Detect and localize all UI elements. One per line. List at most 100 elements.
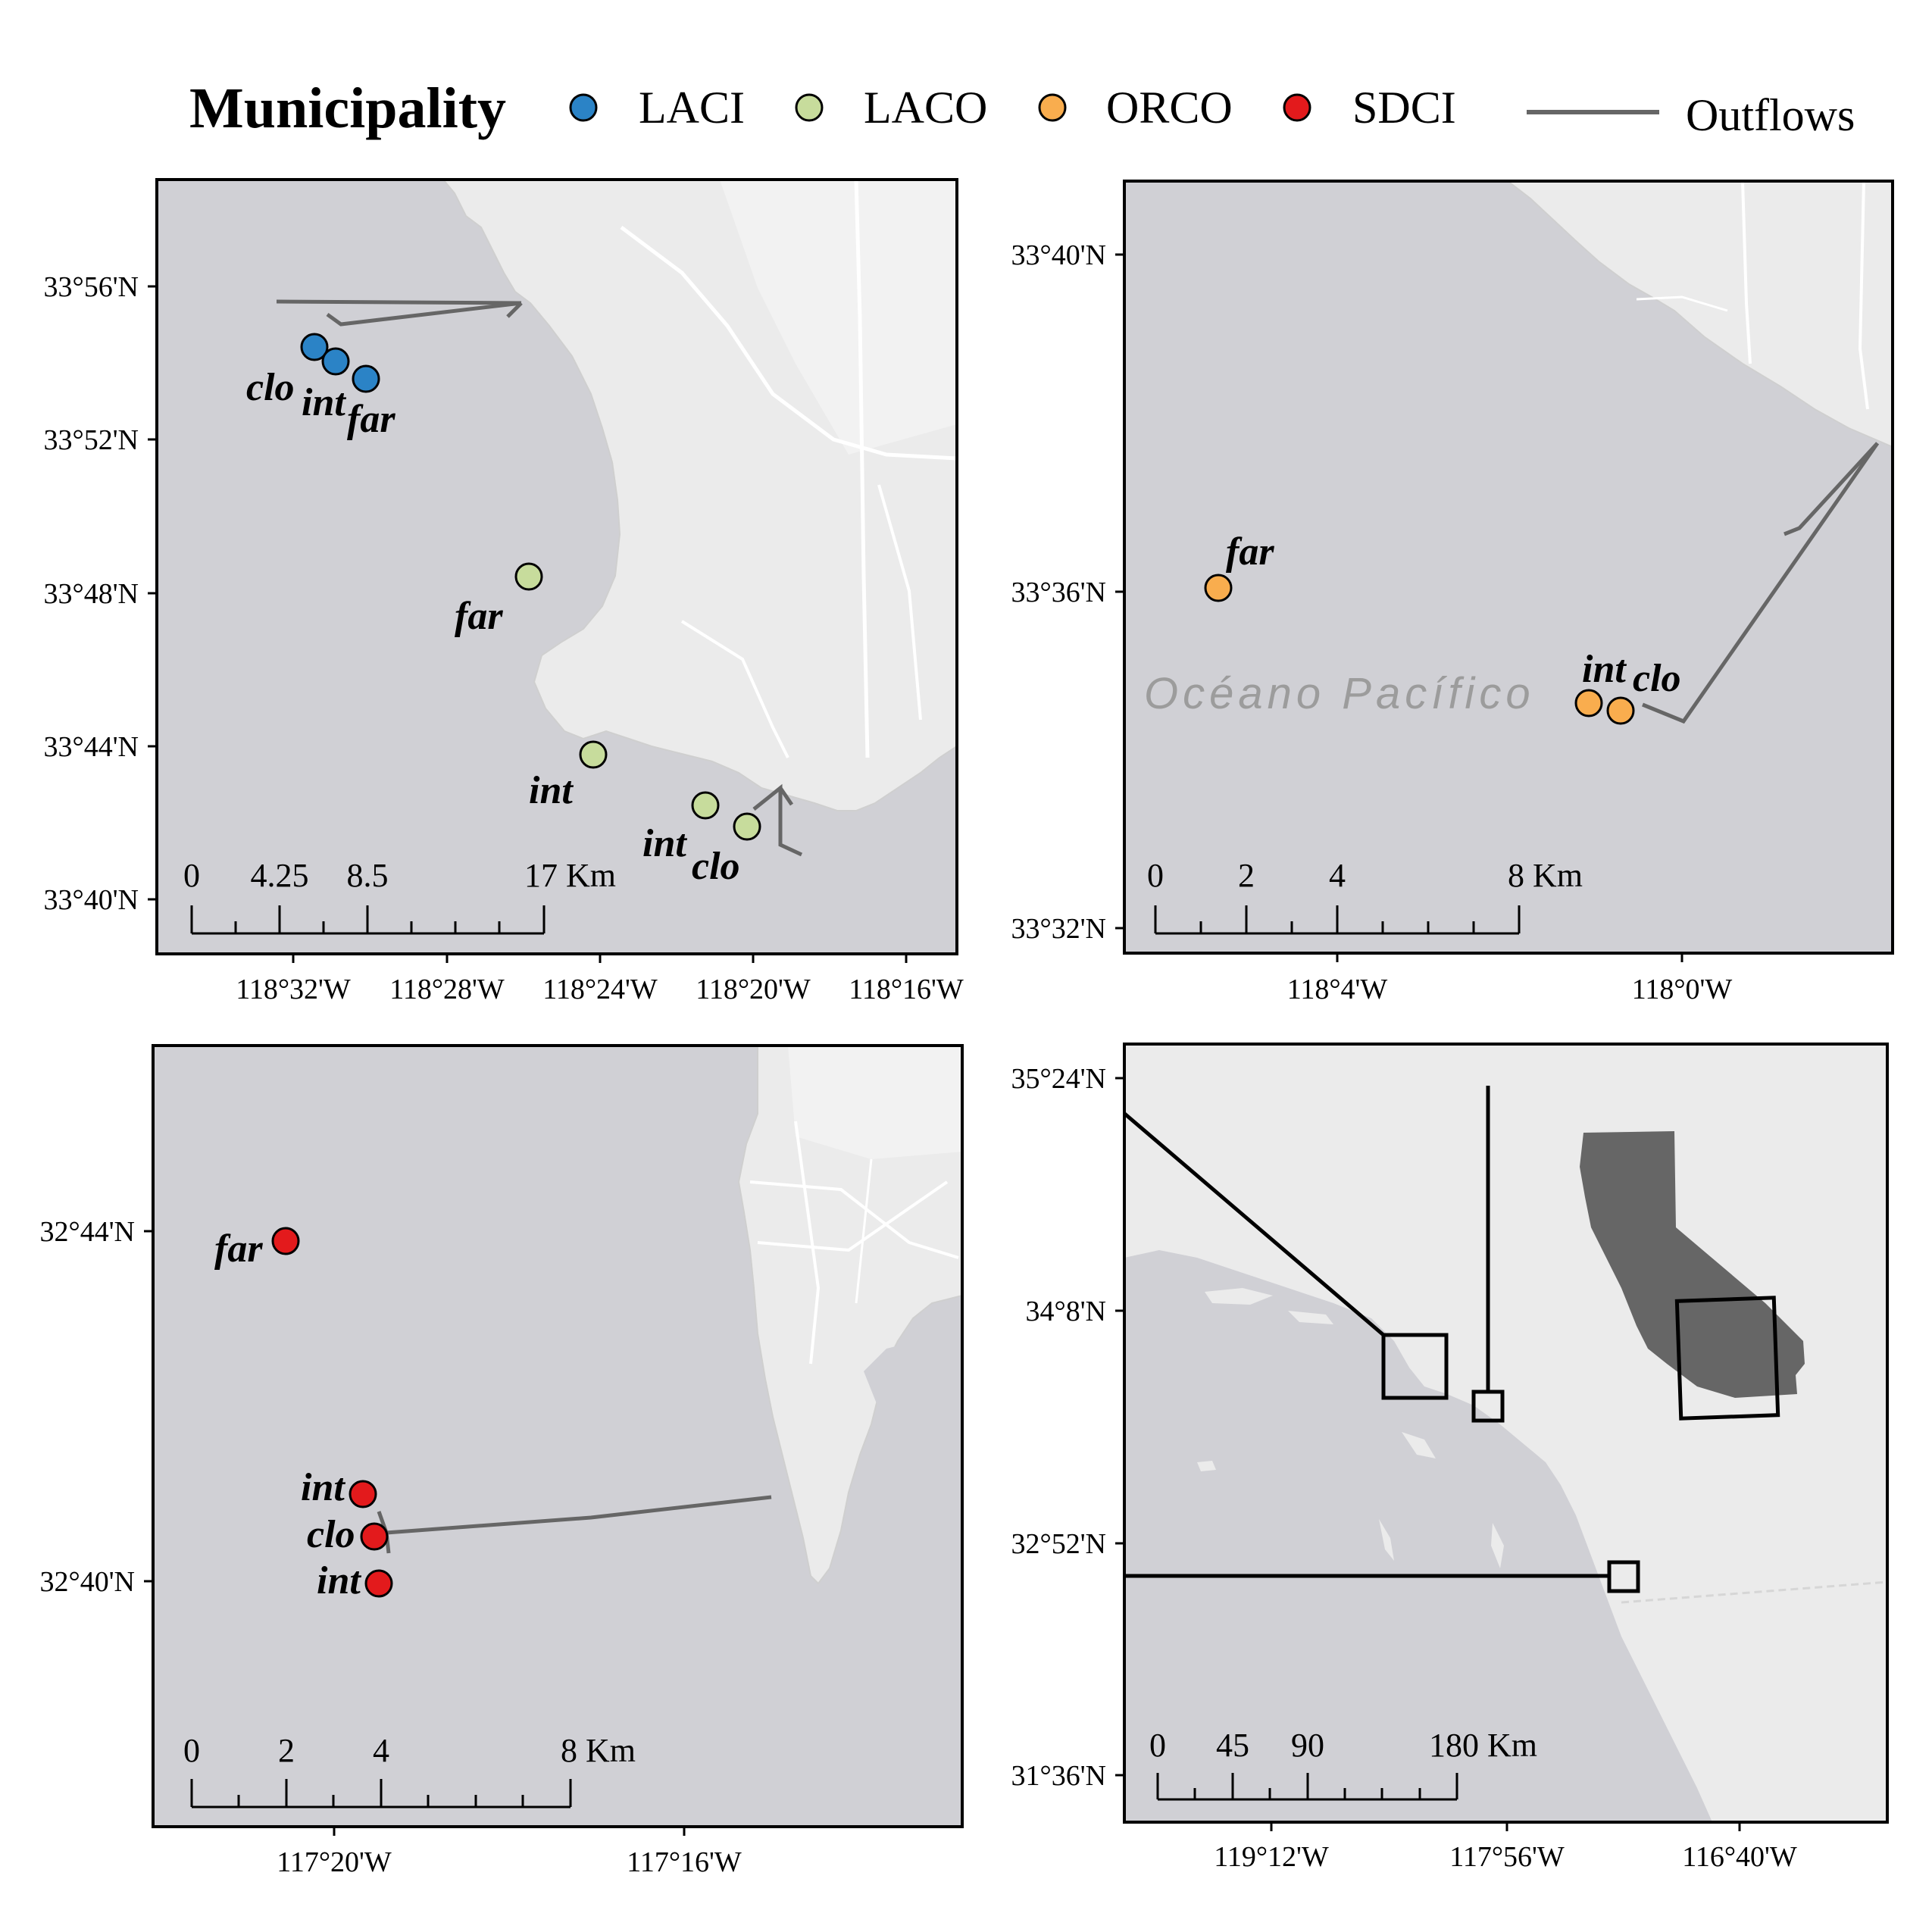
road	[680, 620, 789, 758]
site-marker-orco-int[interactable]	[1574, 689, 1603, 717]
site-label: far	[1226, 530, 1274, 574]
outflow-line	[1642, 442, 1880, 724]
site-label: clo	[246, 366, 295, 409]
scale-bar	[1156, 1773, 1458, 1801]
ocean	[1124, 1250, 1712, 1822]
lon-label: 117°20'W	[277, 1846, 392, 1878]
panel-frame	[1123, 180, 1894, 955]
site-marker-laci-int[interactable]	[321, 347, 350, 376]
panel-overview: 0 45 90 180 Km 35°24'N 34°8'N 32°52'N 31…	[1011, 1043, 1889, 1873]
site-marker-laco-clo[interactable]	[733, 812, 761, 841]
site-marker-sdci-int[interactable]	[349, 1480, 377, 1508]
panel-orco: Océano Pacífico far int clo 0 2 4	[1011, 180, 1894, 1005]
scale-label: 8 Km	[1508, 857, 1583, 894]
axis-ticks	[1115, 1077, 1741, 1831]
lon-label: 118°32'W	[236, 974, 351, 1005]
island	[1288, 1311, 1333, 1324]
site-marker-sdci-clo[interactable]	[360, 1522, 389, 1551]
site-marker-laco-int[interactable]	[691, 791, 720, 820]
island	[1197, 1461, 1216, 1471]
panel-frame	[152, 1044, 964, 1828]
scale-label: 4.25	[251, 857, 309, 894]
lon-label: 117°56'W	[1449, 1841, 1565, 1873]
scale-label: 0	[1149, 1727, 1166, 1764]
study-box-sdci	[1607, 1560, 1640, 1593]
lat-label: 34°8'N	[1026, 1296, 1107, 1327]
site-label: clo	[307, 1513, 355, 1556]
site-marker-laci-far[interactable]	[352, 364, 380, 393]
road	[1858, 181, 1869, 410]
legend-title: Municipality	[189, 77, 506, 140]
legend-label-sdci: SDCI	[1352, 83, 1456, 133]
legend-label-outflows: Outflows	[1686, 90, 1855, 140]
road	[1741, 181, 1752, 364]
lon-label: 119°12'W	[1214, 1841, 1329, 1873]
scale-label: 17 Km	[524, 857, 616, 894]
outflow-line	[1784, 442, 1879, 536]
connector-line	[1124, 1111, 1385, 1336]
site-marker-laco-int[interactable]	[579, 740, 608, 769]
lat-label: 32°52'N	[1011, 1528, 1107, 1560]
outflow-line	[506, 302, 523, 318]
lat-label: 33°48'N	[44, 578, 139, 610]
lat-label: 33°36'N	[1011, 577, 1107, 608]
site-label: int	[317, 1559, 361, 1602]
california-inset	[1580, 1131, 1805, 1398]
scale-label: 8 Km	[561, 1732, 636, 1769]
inset-extent-box	[1674, 1296, 1780, 1421]
outflow-line	[752, 783, 803, 857]
lon-label: 118°16'W	[849, 974, 964, 1005]
lat-label: 33°56'N	[44, 271, 139, 303]
site-label: clo	[1633, 657, 1681, 700]
site-marker-orco-clo[interactable]	[1606, 696, 1635, 725]
island	[1402, 1432, 1436, 1458]
site-marker-laco-far[interactable]	[514, 562, 543, 591]
scale-label: 2	[1238, 857, 1255, 894]
road	[757, 1180, 949, 1252]
scale-label: 0	[183, 1732, 200, 1769]
lon-label: 117°16'W	[627, 1846, 742, 1878]
legend-swatch-laci	[569, 93, 598, 122]
scale-label: 0	[1147, 857, 1164, 894]
site-marker-orco-far[interactable]	[1204, 574, 1233, 602]
site-marker-sdci-far[interactable]	[271, 1227, 300, 1255]
lon-label: 118°0'W	[1632, 974, 1733, 1005]
scale-label: 2	[278, 1732, 295, 1769]
lat-label: 35°24'N	[1011, 1063, 1107, 1095]
scale-bar	[190, 905, 546, 935]
legend-swatch-orco	[1038, 93, 1067, 122]
road	[794, 1121, 821, 1365]
island	[1491, 1523, 1504, 1568]
lat-label: 33°40'N	[1011, 239, 1107, 271]
outflow-line	[276, 299, 522, 305]
site-label: int	[301, 1466, 345, 1509]
panel-laci-laco: clo int far far int int clo 0 4.25 8.5 1…	[44, 178, 964, 1005]
scale-bar	[190, 1779, 572, 1809]
study-box-orco	[1471, 1390, 1505, 1423]
legend-label-orco: ORCO	[1106, 83, 1233, 133]
site-label: int	[1582, 648, 1627, 691]
site-label: int	[302, 381, 346, 424]
land-patch	[720, 180, 957, 455]
site-marker-sdci-int[interactable]	[364, 1569, 393, 1598]
island	[1379, 1519, 1394, 1561]
ocean-label: Océano Pacífico	[1144, 669, 1535, 718]
scale-label: 4	[373, 1732, 389, 1769]
outflow-line	[326, 301, 522, 327]
lon-label: 118°20'W	[696, 974, 811, 1005]
land	[737, 1046, 962, 1585]
scale-label: 90	[1291, 1727, 1324, 1764]
legend: Municipality LACI LACO ORCO SDCI Outflow…	[189, 77, 1855, 140]
border-line	[1621, 1580, 1887, 1604]
road	[877, 484, 922, 721]
island	[1205, 1288, 1273, 1305]
site-label: far	[455, 595, 503, 638]
site-label: far	[214, 1227, 263, 1271]
scale-bar	[1154, 905, 1521, 935]
site-marker-laci-clo[interactable]	[300, 333, 329, 361]
scale-label: 4	[1329, 857, 1346, 894]
lat-label: 33°32'N	[1011, 913, 1107, 945]
road	[620, 226, 957, 461]
axis-ticks	[148, 285, 908, 963]
